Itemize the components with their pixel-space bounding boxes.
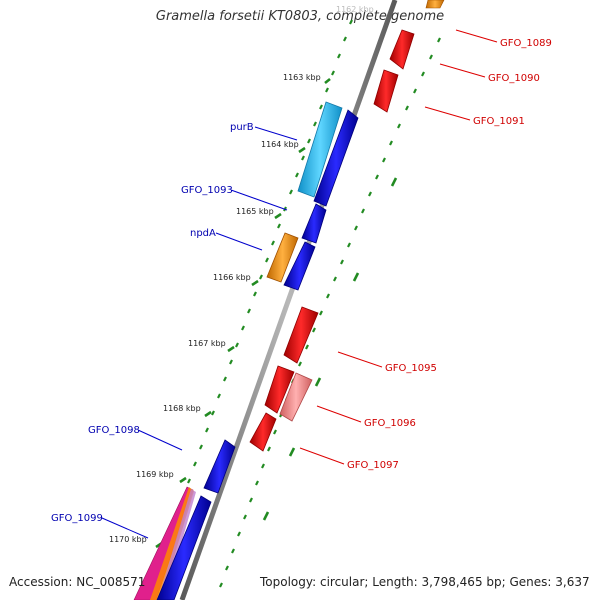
scale-label-1166: 1166 kbp <box>213 273 251 282</box>
left-gene-labels: purB GFO_1093 npdA GFO_1098 GFO_1099 <box>51 122 298 539</box>
right-gene-labels: GFO_1089 GFO_1090 GFO_1091 GFO_1095 GFO_… <box>299 29 552 471</box>
scale-label-1162: 1162 kbp <box>336 5 374 14</box>
scale-label-1168: 1168 kbp <box>163 404 201 413</box>
gene-arrow-orange-top[interactable] <box>425 0 445 9</box>
reverse-strand-genes <box>249 0 445 452</box>
gene-arrow-GFO_1098[interactable] <box>203 439 236 494</box>
gene-arrow-purB[interactable] <box>297 101 343 198</box>
gene-arrow-GFO_1090[interactable] <box>373 69 399 113</box>
gene-arrow-blue-1[interactable] <box>313 109 359 207</box>
gene-arrow-npdA[interactable] <box>266 232 299 283</box>
scale-label-1163: 1163 kbp <box>283 73 321 82</box>
scale-labels: 1162 kbp 1163 kbp 1164 kbp 1165 kbp 1166… <box>109 5 374 544</box>
gene-label-GFO_1097[interactable]: GFO_1097 <box>347 460 399 471</box>
gene-label-GFO_1090[interactable]: GFO_1090 <box>488 73 540 84</box>
gene-label-GFO_1093[interactable]: GFO_1093 <box>181 185 233 196</box>
scale-label-1170: 1170 kbp <box>109 535 147 544</box>
gene-arrow-blue-3[interactable] <box>156 495 212 600</box>
gene-label-GFO_1096[interactable]: GFO_1096 <box>364 418 416 429</box>
gene-arrow-GFO_1091[interactable] <box>283 306 319 364</box>
genome-summary-text: Topology: circular; Length: 3,798,465 bp… <box>260 575 590 589</box>
forward-strand-genes <box>133 101 359 600</box>
scale-label-1169: 1169 kbp <box>136 470 174 479</box>
gene-arrow-GFO_1099-lilac <box>158 489 196 600</box>
gene-arrow-GFO_1097[interactable] <box>249 412 277 452</box>
gene-label-GFO_1095[interactable]: GFO_1095 <box>385 363 437 374</box>
gene-arrow-GFO_1089[interactable] <box>389 29 415 70</box>
scale-label-1165: 1165 kbp <box>236 207 274 216</box>
gene-label-GFO_1089[interactable]: GFO_1089 <box>500 38 552 49</box>
gene-label-GFO_1099[interactable]: GFO_1099 <box>51 513 103 524</box>
map-title: Gramella forsetii KT0803, complete genom… <box>155 9 445 24</box>
gene-arrow-GFO_1096[interactable] <box>279 372 313 422</box>
gene-label-npdA[interactable]: npdA <box>190 228 216 239</box>
gene-arrow-GFO_1099-orange <box>150 487 194 600</box>
gene-arrow-blue-2[interactable] <box>283 241 316 291</box>
gene-label-GFO_1098[interactable]: GFO_1098 <box>88 425 140 436</box>
accession-text: Accession: NC_008571 <box>9 575 146 589</box>
gene-arrow-GFO_1095[interactable] <box>264 365 295 414</box>
gene-label-purB[interactable]: purB <box>230 122 254 133</box>
genome-backbone <box>179 0 398 600</box>
gene-arrow-GFO_1093[interactable] <box>301 203 327 244</box>
scale-label-1167: 1167 kbp <box>188 339 226 348</box>
scale-label-1164: 1164 kbp <box>261 140 299 149</box>
gene-label-GFO_1091[interactable]: GFO_1091 <box>473 116 525 127</box>
